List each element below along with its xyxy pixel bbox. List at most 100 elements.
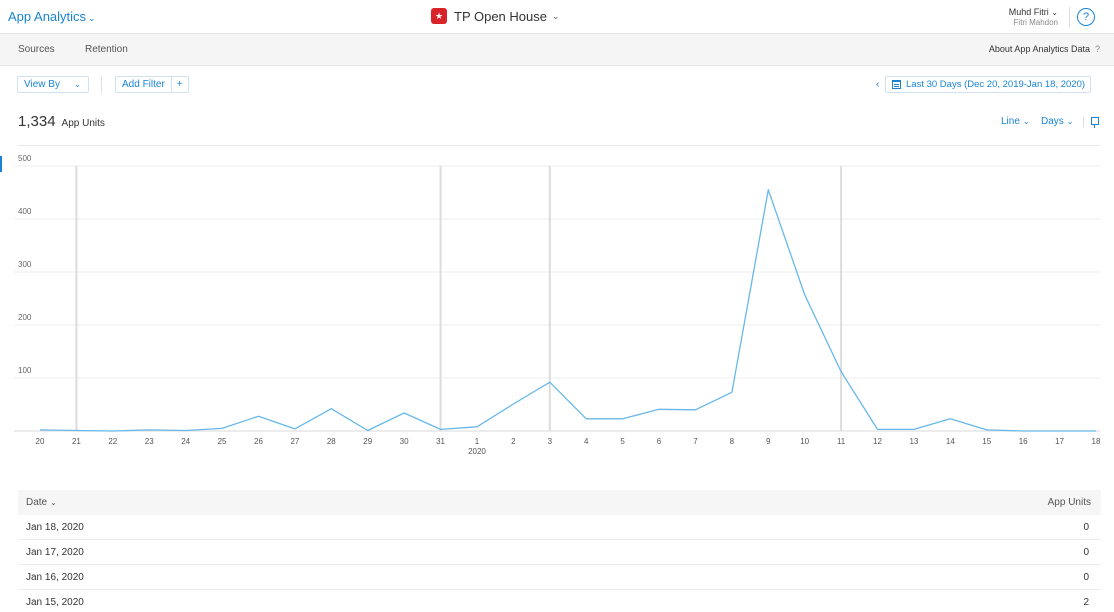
date-range-picker[interactable]: Last 30 Days (Dec 20, 2019-Jan 18, 2020): [885, 76, 1091, 93]
series-line: [39, 189, 1096, 432]
data-point[interactable]: [438, 426, 444, 432]
app-icon: ★: [431, 8, 447, 24]
data-point[interactable]: [911, 426, 917, 432]
table-row: Jan 15, 2020 2: [18, 590, 1101, 612]
chevron-down-icon: ⌄: [1066, 117, 1074, 126]
data-point[interactable]: [292, 426, 298, 432]
data-point[interactable]: [1093, 428, 1099, 434]
data-point[interactable]: [110, 428, 116, 434]
x-tick-label: 15: [982, 437, 991, 446]
chart-type-label: Line: [1001, 116, 1020, 127]
row-date: Jan 17, 2020: [26, 547, 84, 558]
row-units: 0: [1083, 522, 1089, 533]
app-analytics-menu[interactable]: App Analytics ⌄: [8, 9, 96, 24]
x-tick-label: 24: [181, 437, 190, 446]
metric-summary: 1,334 App Units: [18, 113, 105, 130]
x-tick-label: 27: [290, 437, 299, 446]
date-column-header[interactable]: Date ⌄: [26, 497, 57, 508]
data-point[interactable]: [183, 427, 189, 433]
about-label: About App Analytics Data: [988, 44, 1090, 54]
x-tick-label: 29: [363, 437, 372, 446]
add-filter-button[interactable]: Add Filter: [122, 79, 165, 90]
divider: [101, 76, 102, 94]
question-icon: ?: [1094, 44, 1100, 54]
x-tick-label: 23: [145, 437, 154, 446]
chevron-down-icon: ⌄: [73, 80, 81, 89]
chevron-down-icon: ⌄: [88, 13, 96, 23]
data-point[interactable]: [219, 425, 225, 431]
about-analytics-link[interactable]: About App Analytics Data?: [989, 44, 1100, 54]
y-tick-label: 100: [18, 366, 32, 375]
table-row: Jan 16, 2020 0: [18, 565, 1101, 590]
units-column-header: App Units: [1047, 497, 1091, 508]
y-tick-label: 300: [18, 260, 32, 269]
data-point[interactable]: [37, 427, 43, 433]
interval-dropdown[interactable]: Days ⌄: [1041, 116, 1074, 127]
x-tick-label: 22: [108, 437, 117, 446]
y-tick-label: 400: [18, 207, 32, 216]
row-units: 2: [1083, 597, 1089, 608]
x-tick-label: 31: [436, 437, 445, 446]
add-filter-plus-button[interactable]: +: [170, 77, 188, 92]
x-tick-label: 26: [254, 437, 263, 446]
x-tick-label: 12: [873, 437, 882, 446]
data-point[interactable]: [984, 427, 990, 433]
data-point[interactable]: [401, 410, 407, 416]
table-row: Jan 17, 2020 0: [18, 540, 1101, 565]
data-point[interactable]: [802, 292, 808, 298]
x-tick-label: 5: [620, 437, 625, 446]
x-tick-label: 10: [800, 437, 809, 446]
tab-sources[interactable]: Sources: [18, 44, 55, 55]
chart-type-dropdown[interactable]: Line ⌄: [1001, 116, 1030, 127]
data-point[interactable]: [73, 427, 79, 433]
scroll-marker: [0, 156, 2, 172]
data-point[interactable]: [255, 413, 261, 419]
data-point[interactable]: [583, 416, 589, 422]
add-filter-control: Add Filter +: [115, 76, 189, 93]
x-tick-label: 1: [475, 437, 480, 446]
sub-nav: Sources Retention About App Analytics Da…: [0, 34, 1114, 66]
account-menu[interactable]: Muhd Fitri ⌄ Fitri Mahdon: [1009, 7, 1058, 27]
data-point[interactable]: [510, 401, 516, 407]
data-point[interactable]: [765, 187, 771, 193]
data-point[interactable]: [1057, 428, 1063, 434]
data-point[interactable]: [729, 389, 735, 395]
view-by-label: View By: [24, 79, 60, 90]
chevron-down-icon: ⌄: [551, 10, 560, 21]
data-point[interactable]: [875, 426, 881, 432]
app-name: TP Open House: [454, 8, 547, 24]
data-point[interactable]: [620, 416, 626, 422]
chevron-down-icon: ⌄: [1022, 117, 1030, 126]
x-tick-label: 25: [218, 437, 227, 446]
data-point[interactable]: [365, 427, 371, 433]
pin-icon[interactable]: [1091, 117, 1099, 128]
row-units: 0: [1083, 572, 1089, 583]
data-point[interactable]: [692, 407, 698, 413]
x-tick-label: 13: [909, 437, 918, 446]
data-point[interactable]: [1020, 428, 1026, 434]
x-tick-label: 7: [693, 437, 698, 446]
x-tick-label: 8: [730, 437, 735, 446]
divider: [1083, 117, 1084, 127]
app-selector[interactable]: ★ TP Open House ⌄: [431, 8, 560, 24]
data-point[interactable]: [146, 427, 152, 433]
user-name: Muhd Fitri: [1008, 7, 1049, 17]
x-tick-label: 11: [837, 437, 846, 446]
data-point[interactable]: [947, 416, 953, 422]
y-tick-label: 200: [18, 313, 32, 322]
data-point[interactable]: [838, 369, 844, 375]
view-by-dropdown[interactable]: View By ⌄: [17, 76, 89, 93]
table-header: Date ⌄ App Units: [18, 490, 1101, 515]
previous-period-icon[interactable]: ‹: [876, 79, 880, 90]
row-date: Jan 16, 2020: [26, 572, 84, 583]
x-tick-label: 2: [511, 437, 516, 446]
help-icon[interactable]: ?: [1077, 8, 1095, 26]
row-date: Jan 15, 2020: [26, 597, 84, 608]
table-row: Jan 18, 2020 0: [18, 515, 1101, 540]
data-point[interactable]: [474, 424, 480, 430]
data-point[interactable]: [547, 379, 553, 385]
data-point[interactable]: [656, 406, 662, 412]
tab-retention[interactable]: Retention: [85, 44, 128, 55]
data-point[interactable]: [328, 406, 334, 412]
